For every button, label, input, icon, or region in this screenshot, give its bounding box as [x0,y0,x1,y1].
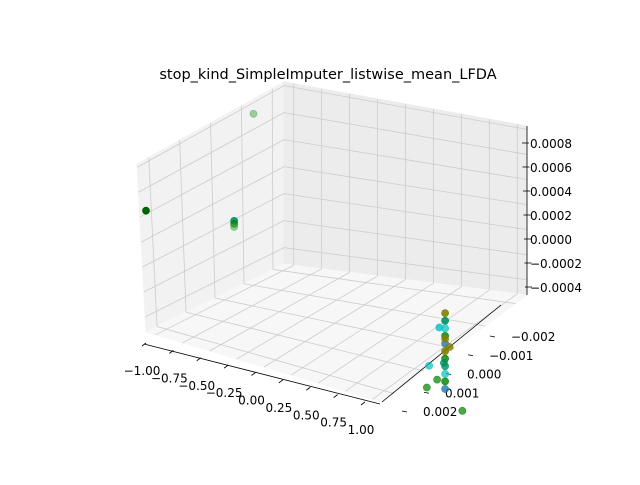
x-tick-label: 0.25 [266,401,293,415]
x-tick-label: −0.25 [206,386,243,400]
axis-panes [136,81,529,403]
axis-lines [143,126,528,405]
data-point [440,358,448,367]
x-tick-mark [333,394,338,398]
grid-line-z [139,139,285,218]
tick-labels: −1.00−0.75−0.50−0.250.000.250.500.751.00… [124,137,582,437]
x-tick-mark [196,357,201,362]
data-point [458,406,467,415]
x-tick-mark [141,342,147,347]
x-tick-label: 0.75 [320,416,347,430]
grid-line-z [283,247,528,281]
y-tick-label: 0.001 [445,386,479,400]
x-tick-mark [278,379,284,384]
grid-line-y [156,326,394,394]
x-tick-mark [223,364,229,369]
scatter-points [142,109,467,415]
grid-line-y [214,297,455,349]
data-point [441,369,449,378]
data-point [142,206,150,215]
grid-line-z [136,85,285,168]
data-point [445,343,454,351]
data-point [441,316,449,325]
z-tick-label: 0.0004 [530,185,572,199]
y-tick-mark [401,410,408,413]
data-point [425,361,434,370]
y-axis-line [381,304,502,403]
x-tick-label: −1.00 [124,364,161,378]
data-point [230,223,239,231]
x-tick-label: 0.50 [293,408,320,422]
data-point [441,309,449,318]
data-point [435,323,444,332]
grid-line-z [138,112,285,193]
x-tick-mark [251,372,256,376]
grid-line-z [140,166,285,243]
grid-line-z [283,193,528,231]
y-tick-label: 0.002 [423,405,457,419]
grid-line-z [145,247,285,318]
y-tick-mark [489,335,496,338]
x-tick-label: −0.50 [178,379,215,393]
x-axis-line [143,343,381,405]
grid-lines [136,83,528,400]
data-point [422,383,431,392]
data-point [249,109,258,118]
data-point [441,385,449,393]
data-point [433,375,442,384]
grid-line-y [272,269,516,304]
x-tick-label: 1.00 [348,423,375,437]
x-tick-label: −0.75 [151,371,188,385]
grid-line-z [283,112,528,155]
z-tick-label: 0.0002 [530,209,572,223]
z-tick-label: 0.0006 [530,161,572,175]
x-tick-mark [360,401,366,406]
grid-line-z [283,139,528,180]
chart-title: stop_kind_SimpleImputer_listwise_mean_LF… [159,67,496,83]
data-point [441,377,449,386]
grid-line-z [142,193,285,268]
y-tick-mark [467,354,474,357]
y-tick-label: −0.001 [489,349,533,363]
y-tick-label: 0.000 [467,368,501,382]
z-tick-label: 0.0000 [530,233,572,247]
grid-line-z [283,220,528,256]
z-tick-label: −0.0004 [530,281,582,295]
z-tick-label: 0.0008 [530,137,572,151]
y-tick-label: −0.002 [511,330,555,344]
data-point [441,335,449,343]
grid-line-z [283,166,528,205]
y-tick-mark [423,391,430,394]
grid-line-z [283,85,528,130]
grid-line-z [143,220,285,293]
x-tick-mark [306,386,311,391]
x-tick-label: 0.00 [238,394,265,408]
z-tick-label: −0.0002 [530,257,582,271]
grid-line-y [185,311,425,372]
x-tick-mark [169,350,174,354]
